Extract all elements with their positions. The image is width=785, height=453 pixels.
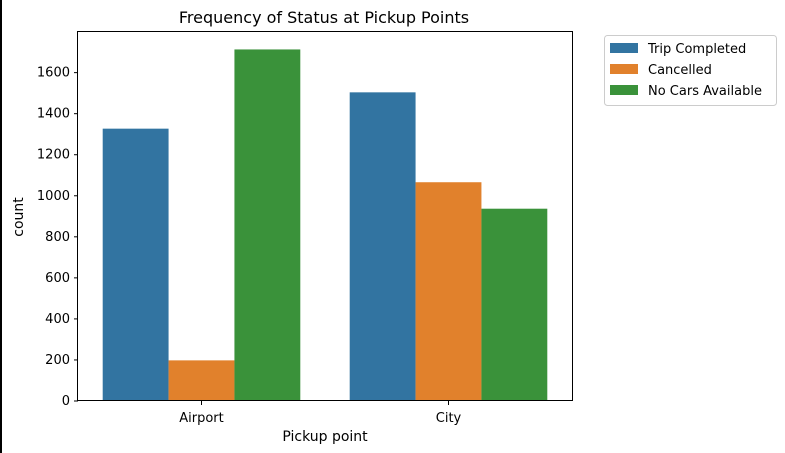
bar-airport-trip-completed (102, 128, 169, 401)
chart-title: Frequency of Status at Pickup Points (179, 8, 469, 27)
window-edge (0, 0, 2, 453)
y-tick-label: 1200 (37, 148, 70, 163)
x-axis-label: Pickup point (282, 429, 368, 445)
y-tick-label: 0 (62, 394, 70, 409)
y-axis-label: count (11, 197, 27, 237)
legend-swatch-trip-completed (610, 43, 638, 53)
x-tick-label: City (436, 411, 462, 426)
y-tick-label: 1400 (37, 107, 70, 122)
y-tick-label: 1000 (37, 189, 70, 204)
y-tick-label: 1600 (37, 66, 70, 81)
y-tick-label: 800 (45, 230, 70, 245)
legend-swatch-no-cars-available (610, 85, 638, 95)
legend-label: Cancelled (648, 63, 712, 78)
legend-frame (604, 35, 777, 106)
y-tick-label: 200 (45, 353, 70, 368)
y-tick-label: 400 (45, 312, 70, 327)
y-tick-label: 600 (45, 271, 70, 286)
x-axis: Airport City (179, 401, 462, 426)
bar-city-cancelled (415, 182, 482, 401)
legend-label: Trip Completed (647, 42, 746, 57)
legend: Trip Completed Cancelled No Cars Available (604, 35, 777, 106)
plot-frame (77, 31, 573, 401)
bars-layer (102, 49, 548, 402)
bar-city-no-cars-available (481, 208, 548, 401)
bar-airport-cancelled (168, 360, 235, 401)
x-tick-label: Airport (179, 411, 224, 426)
legend-label: No Cars Available (648, 84, 762, 99)
bar-city-trip-completed (349, 92, 416, 402)
bar-airport-no-cars-available (234, 49, 301, 401)
y-axis: 0 200 400 600 800 1000 1200 1400 1600 (37, 66, 78, 409)
legend-swatch-cancelled (610, 64, 638, 74)
